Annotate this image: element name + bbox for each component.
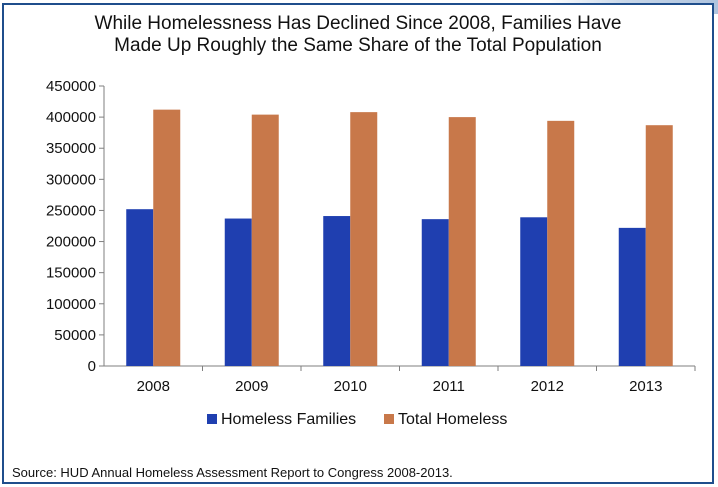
bar-total-homeless [645, 125, 673, 366]
y-tick-label: 350000 [46, 140, 96, 157]
y-tick-label: 450000 [46, 78, 96, 95]
x-tick-label: 2013 [629, 378, 662, 395]
bar-total-homeless [251, 114, 279, 366]
y-tick-label: 100000 [46, 296, 96, 313]
bar-total-homeless [547, 120, 575, 366]
bar-homeless-families [126, 209, 154, 366]
bar-homeless-families [618, 227, 646, 366]
source-note: Source: HUD Annual Homeless Assessment R… [12, 465, 453, 480]
bar-homeless-families [421, 219, 449, 366]
y-tick-label: 50000 [54, 327, 96, 344]
bar-total-homeless [153, 109, 181, 367]
chart-title-line-2: Made Up Roughly the Same Share of the To… [114, 35, 602, 56]
legend-label: Homeless Families [221, 411, 356, 428]
y-tick-label: 150000 [46, 265, 96, 282]
x-tick-label: 2008 [137, 378, 170, 395]
chart-title-line-1: While Homelessness Has Declined Since 20… [94, 13, 622, 34]
y-tick-label: 250000 [46, 202, 96, 219]
legend-swatch [384, 414, 394, 424]
y-tick-label: 0 [88, 358, 96, 375]
legend-swatch [207, 414, 217, 424]
bar-total-homeless [448, 117, 476, 366]
x-tick-label: 2010 [334, 378, 367, 395]
legend-label: Total Homeless [398, 411, 507, 428]
bar-total-homeless [350, 112, 378, 366]
x-tick-label: 2011 [433, 378, 465, 395]
y-tick-label: 300000 [46, 171, 96, 188]
bar-homeless-families [323, 216, 351, 366]
bar-homeless-families [520, 217, 548, 366]
y-tick-label: 400000 [46, 109, 96, 126]
x-tick-label: 2009 [235, 378, 268, 395]
chart-title: While Homelessness Has Declined Since 20… [4, 13, 712, 57]
y-tick-label: 200000 [46, 234, 96, 251]
x-tick-label: 2012 [531, 378, 564, 395]
bar-homeless-families [224, 218, 252, 366]
